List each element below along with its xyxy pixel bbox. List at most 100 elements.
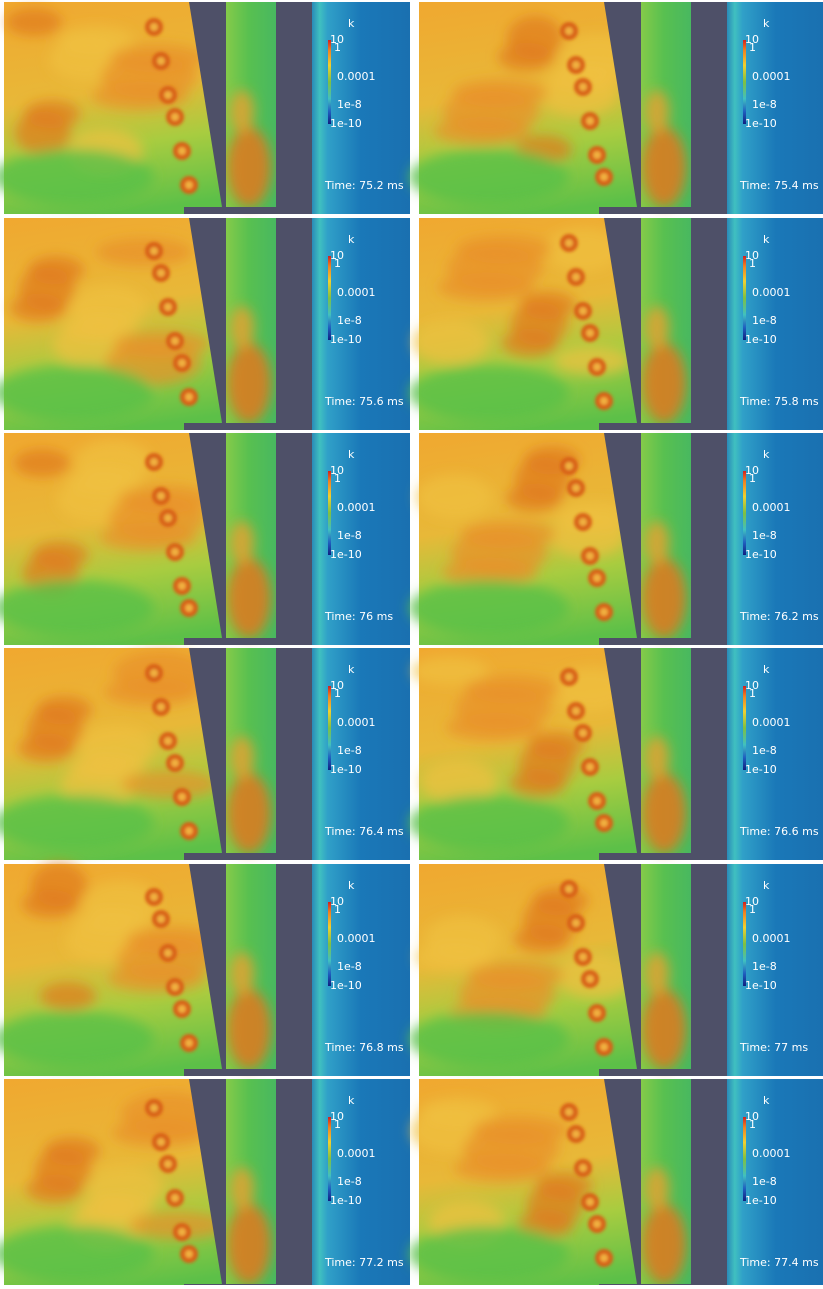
colorbar-label: 1e-10 (745, 979, 777, 992)
wall (691, 864, 727, 1076)
eddy (520, 291, 576, 319)
eddy (645, 952, 669, 996)
vortex-core (150, 23, 158, 31)
vortex-core (579, 518, 587, 526)
eddy (32, 541, 88, 569)
colorbar-label: 1e-10 (330, 117, 362, 130)
vortex-core (600, 1043, 608, 1051)
colorbar-label: 1e-10 (330, 1194, 362, 1207)
frame: k1010.00011e-81e-10Time: 77.4 ms (409, 1079, 823, 1285)
colorbar-label: 1e-8 (337, 744, 362, 757)
colorbar (328, 40, 331, 124)
vortex-core (150, 1104, 158, 1112)
colorbar-label: 1e-8 (752, 529, 777, 542)
bottom-plate (599, 853, 691, 860)
vortex-core (157, 1138, 165, 1146)
eddy (464, 675, 560, 703)
colorbar-label: 1e-10 (745, 763, 777, 776)
colorbar (743, 1117, 746, 1201)
eddy (472, 1116, 568, 1144)
eddy (0, 795, 154, 851)
colorbar (743, 902, 746, 986)
eddy (645, 521, 669, 565)
vortex-core (171, 983, 179, 991)
colorbar-label: 1 (334, 41, 341, 54)
time-label: Time: 77.2 ms (324, 1256, 404, 1269)
eddy (230, 90, 254, 134)
colorbar-label: 0.0001 (337, 1147, 376, 1160)
eddy (642, 343, 686, 423)
eddy (425, 916, 501, 960)
colorbar-label: 1 (749, 257, 756, 270)
vortex-core (157, 703, 165, 711)
vortex-core (171, 548, 179, 556)
colorbar-label: 0.0001 (337, 932, 376, 945)
vortex-core (600, 397, 608, 405)
vortex-core (579, 1164, 587, 1172)
colorbar-label: 1e-8 (337, 314, 362, 327)
eddy (409, 1226, 569, 1282)
eddy (24, 100, 80, 128)
eddy (96, 238, 192, 266)
frame: k1010.00011e-81e-10Time: 75.8 ms (409, 218, 823, 430)
vortex-core (586, 975, 594, 983)
vortex-core (150, 669, 158, 677)
wall (691, 648, 727, 860)
eddy (452, 79, 548, 107)
vortex-core (579, 729, 587, 737)
vortex-core (157, 915, 165, 923)
vortex-core (185, 1250, 193, 1258)
time-label: Time: 75.4 ms (739, 179, 819, 192)
colorbar-label: 1 (749, 472, 756, 485)
colorbar (743, 256, 746, 340)
vortex-core (185, 604, 193, 612)
bottom-plate (599, 423, 691, 430)
wall (276, 2, 312, 214)
vortex-core (593, 797, 601, 805)
colorbar (328, 1117, 331, 1201)
frame: k1010.00011e-81e-10Time: 77 ms (409, 864, 823, 1076)
frame: k1010.00011e-81e-10Time: 76.6 ms (409, 648, 823, 860)
eddy (227, 558, 271, 638)
eddy (645, 736, 669, 780)
colorbar-label: 1e-10 (745, 117, 777, 130)
vortex-core (586, 763, 594, 771)
eddy (230, 521, 254, 565)
eddy (409, 580, 569, 636)
vortex-core (572, 484, 580, 492)
eddy (0, 149, 154, 205)
eddy (409, 1011, 569, 1067)
vortex-core (185, 827, 193, 835)
vortex-core (586, 329, 594, 337)
colorbar-label: 1 (749, 41, 756, 54)
colorbar-label: 0.0001 (337, 286, 376, 299)
eddy (645, 90, 669, 134)
bottom-plate (184, 1069, 276, 1076)
vortex-core (157, 492, 165, 500)
vortex-core (572, 61, 580, 69)
eddy (71, 285, 147, 329)
eddy (28, 256, 84, 284)
colorbar-label: 1 (334, 257, 341, 270)
vortex-core (565, 462, 573, 470)
eddy (122, 770, 218, 798)
vortex-core (600, 608, 608, 616)
colorbar-label: 1 (334, 687, 341, 700)
eddy (642, 773, 686, 853)
eddy (645, 1167, 669, 1211)
vortex-core (150, 893, 158, 901)
frame: k1010.00011e-81e-10Time: 76 ms (0, 433, 410, 645)
vortex-core (164, 303, 172, 311)
eddy (645, 306, 669, 350)
eddy (230, 736, 254, 780)
eddy (532, 887, 588, 915)
colorbar-title: k (763, 233, 770, 246)
colorbar-label: 1e-8 (752, 1175, 777, 1188)
colorbar-label: 0.0001 (752, 70, 791, 83)
vortex-core (572, 273, 580, 281)
eddy (417, 475, 493, 519)
frame: k1010.00011e-81e-10Time: 75.2 ms (0, 2, 410, 214)
colorbar (743, 471, 746, 555)
colorbar-label: 1e-10 (745, 333, 777, 346)
